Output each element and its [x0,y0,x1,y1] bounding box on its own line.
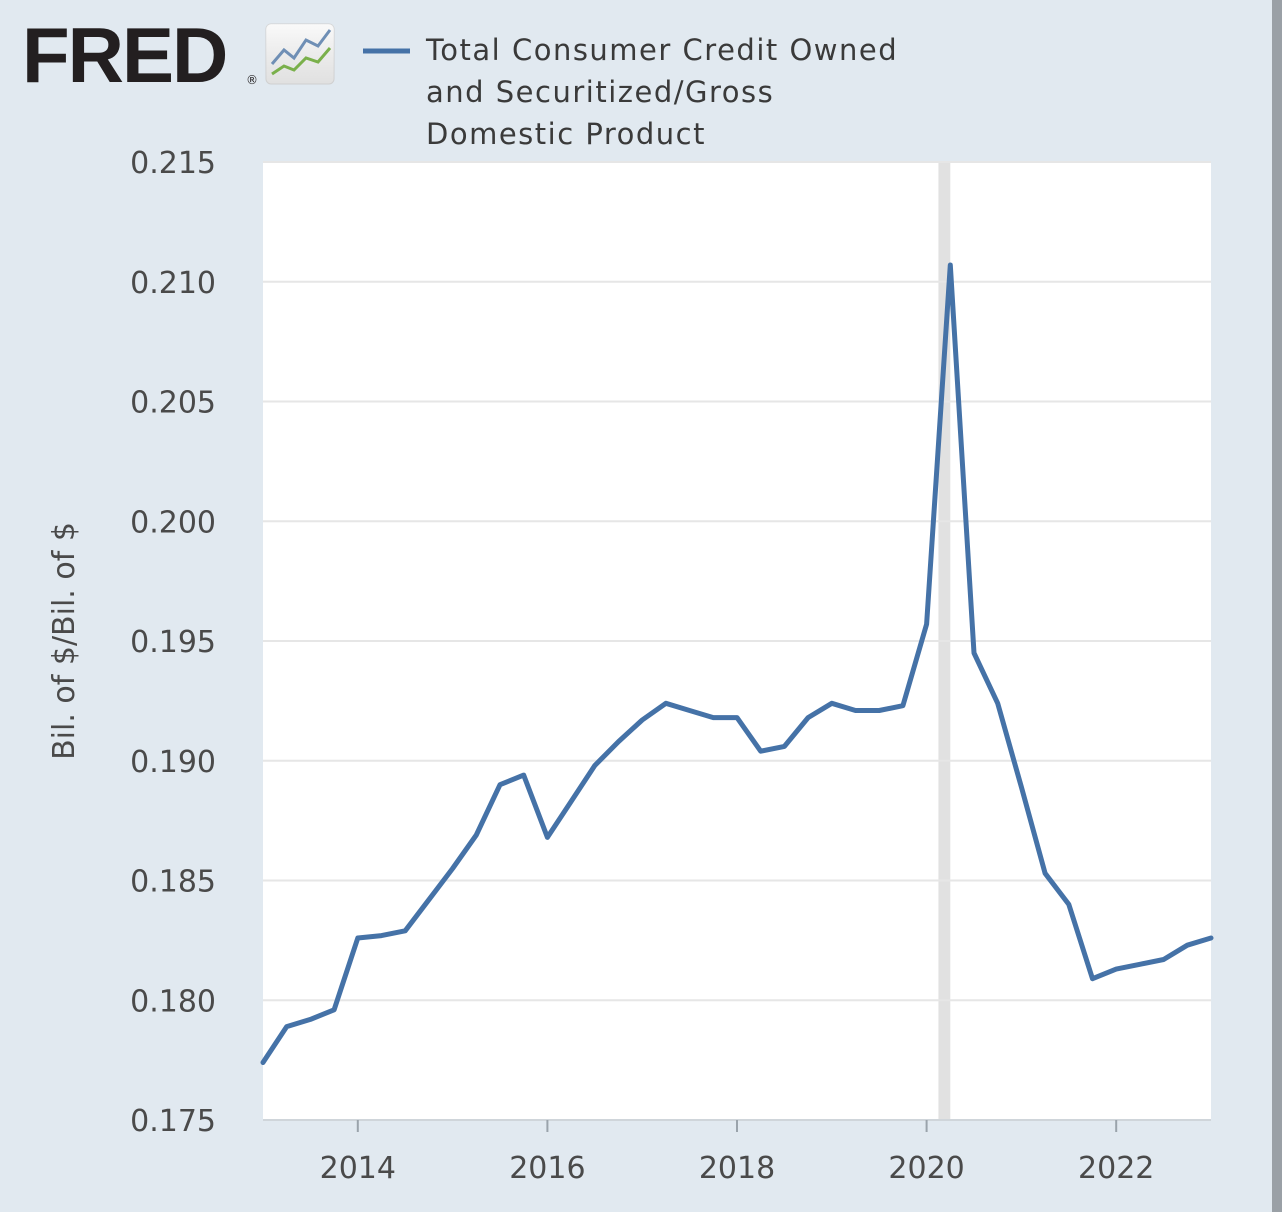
y-tick-label: 0.210 [130,266,216,301]
data-point [665,702,667,704]
data-point [1044,872,1046,874]
data-point [1068,903,1070,905]
data-point [546,836,548,838]
y-tick-label: 0.180 [130,984,216,1019]
fred-logo-text: FRED [22,11,226,99]
data-point [309,1018,311,1020]
data-point [1210,937,1212,939]
data-point [878,709,880,711]
y-axis-title: Bil. of $/Bil. of $ [47,522,82,760]
data-point [712,717,714,719]
y-tick-label: 0.200 [130,505,216,540]
data-point [760,750,762,752]
data-point [973,652,975,654]
window-edge [1272,0,1282,1212]
x-tick-label: 2022 [1078,1151,1154,1186]
data-point [949,264,951,266]
data-point [452,868,454,870]
data-point [381,935,382,937]
data-point [523,774,525,776]
data-point [428,899,430,901]
data-point [1139,963,1141,965]
x-tick-label: 2018 [699,1151,775,1186]
data-point [902,705,904,707]
y-tick-label: 0.195 [130,625,216,660]
data-point [333,1009,335,1011]
fred-graph-icon [265,23,335,85]
data-point [570,800,572,802]
data-point [831,702,833,704]
data-point [807,717,809,719]
data-point [1186,944,1188,946]
legend-label-line-2: and Securitized/Gross [426,75,774,109]
data-point [1020,786,1022,788]
y-tick-label: 0.215 [130,146,216,181]
x-tick-label: 2014 [320,1151,396,1186]
data-point [997,702,999,704]
data-point [594,765,596,767]
legend: Total Consumer Credit Owned and Securiti… [363,33,898,151]
data-point [1163,959,1165,961]
data-point [475,834,477,836]
data-point [855,709,856,711]
data-point [736,717,738,719]
legend-label-line-3: Domestic Product [426,117,706,151]
x-tick-label: 2020 [888,1151,964,1186]
data-point [1092,978,1093,980]
y-tick-label: 0.205 [130,386,216,421]
y-tick-label: 0.175 [130,1104,216,1139]
legend-label-line-1: Total Consumer Credit Owned [425,33,898,67]
data-point [499,784,501,786]
registered-mark: ® [246,73,258,87]
data-point [357,937,359,939]
x-tick-label: 2016 [509,1151,585,1186]
data-point [286,1026,288,1028]
y-tick-label: 0.185 [130,865,216,900]
data-point [404,930,406,932]
data-point [618,741,619,743]
data-point [926,623,928,625]
data-point [1115,968,1117,970]
data-point [783,745,785,747]
data-point [641,719,643,721]
fred-logo: FRED ® [22,11,335,99]
y-tick-label: 0.190 [130,745,216,780]
data-point [262,1062,264,1064]
data-point [689,709,691,711]
